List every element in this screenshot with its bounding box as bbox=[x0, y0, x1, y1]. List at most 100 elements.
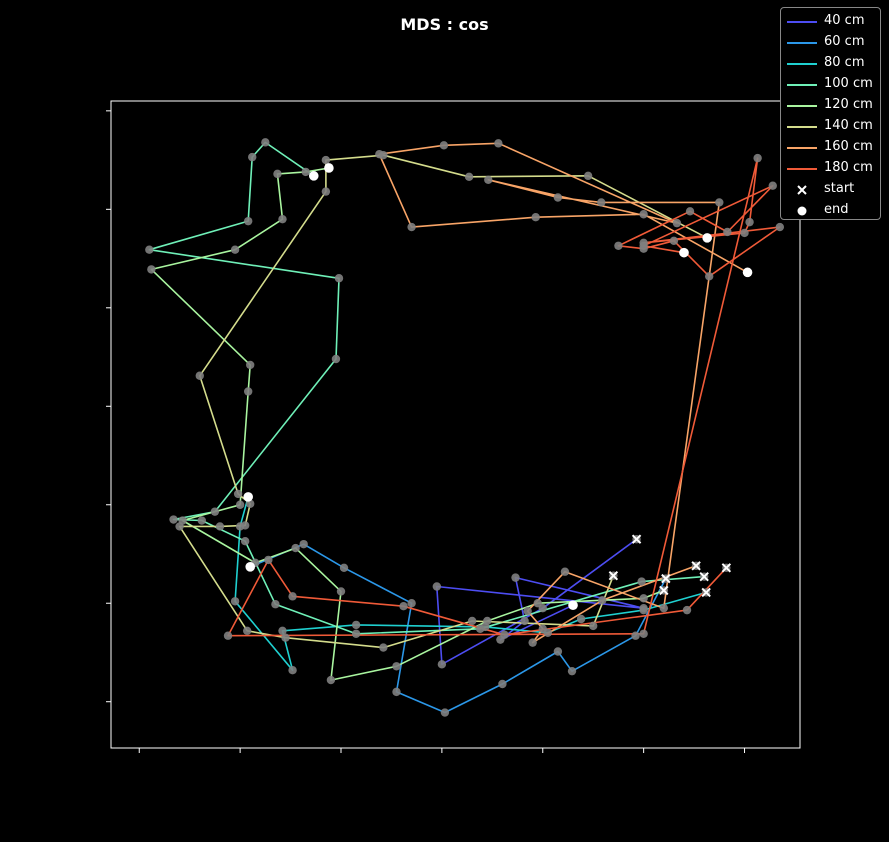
data-point bbox=[553, 647, 563, 656]
data-point bbox=[145, 245, 154, 254]
legend-item: 120 cm bbox=[781, 95, 880, 116]
data-point bbox=[723, 227, 732, 237]
data-point bbox=[467, 616, 477, 626]
data-point bbox=[437, 660, 447, 669]
data-point bbox=[248, 152, 257, 162]
legend-label: 180 cm bbox=[824, 160, 873, 175]
end-marker bbox=[324, 163, 334, 173]
data-point bbox=[669, 236, 679, 246]
data-point bbox=[334, 274, 344, 283]
data-point bbox=[407, 222, 416, 232]
data-point bbox=[500, 630, 509, 639]
data-point bbox=[147, 265, 156, 274]
legend-item: 40 cm bbox=[781, 11, 880, 32]
legend-symbol bbox=[787, 84, 817, 86]
data-point bbox=[753, 153, 762, 163]
data-point bbox=[375, 149, 384, 159]
data-point bbox=[379, 643, 388, 652]
data-point bbox=[631, 631, 640, 640]
data-point bbox=[351, 629, 361, 638]
start-marker bbox=[661, 573, 671, 584]
data-point bbox=[745, 217, 754, 227]
start-marker bbox=[691, 561, 701, 571]
series-line-5 bbox=[178, 154, 708, 649]
data-point bbox=[291, 543, 300, 553]
data-point bbox=[498, 679, 507, 689]
legend-symbol bbox=[787, 168, 817, 170]
data-point bbox=[588, 621, 598, 631]
data-point bbox=[705, 272, 714, 281]
start-end-markers bbox=[243, 163, 753, 611]
legend-symbol bbox=[787, 105, 817, 107]
data-point bbox=[278, 626, 287, 636]
data-point bbox=[392, 662, 401, 671]
data-point bbox=[639, 210, 648, 219]
data-point bbox=[639, 241, 648, 250]
data-point bbox=[538, 624, 547, 634]
data-point bbox=[264, 555, 273, 565]
start-marker bbox=[659, 585, 669, 596]
legend-label: end bbox=[824, 202, 849, 217]
data-point bbox=[288, 592, 297, 601]
data-point bbox=[523, 606, 532, 616]
data-point bbox=[715, 198, 724, 207]
data-point bbox=[261, 138, 270, 147]
data-point bbox=[484, 175, 493, 184]
data-point bbox=[682, 605, 692, 615]
end-marker bbox=[679, 247, 689, 258]
data-point bbox=[273, 169, 282, 179]
data-point bbox=[576, 614, 586, 624]
data-point bbox=[240, 521, 250, 530]
data-point bbox=[246, 360, 255, 370]
data-point bbox=[321, 187, 331, 196]
data-point bbox=[597, 198, 606, 207]
data-point bbox=[175, 522, 184, 531]
chart-title: MDS : cos bbox=[400, 15, 489, 34]
data-point bbox=[439, 141, 449, 150]
legend-symbol bbox=[787, 63, 817, 65]
data-point bbox=[407, 599, 416, 608]
data-point bbox=[511, 573, 520, 582]
data-point bbox=[685, 207, 695, 216]
legend-label: 160 cm bbox=[824, 139, 873, 154]
data-point bbox=[326, 675, 336, 685]
data-point bbox=[560, 567, 570, 576]
data-point bbox=[351, 620, 361, 630]
data-point bbox=[531, 213, 540, 222]
data-point bbox=[233, 489, 243, 499]
data-point bbox=[768, 181, 777, 190]
legend-label: 100 cm bbox=[824, 76, 873, 91]
data-point bbox=[197, 516, 206, 525]
start-marker bbox=[721, 563, 732, 573]
data-point bbox=[243, 387, 253, 396]
data-point bbox=[528, 638, 537, 647]
data-point bbox=[494, 139, 503, 148]
end-marker bbox=[742, 267, 753, 278]
data-point bbox=[399, 601, 408, 611]
data-point bbox=[230, 597, 240, 606]
data-point bbox=[271, 600, 280, 609]
legend-label: 40 cm bbox=[824, 13, 865, 28]
data-point bbox=[440, 708, 450, 717]
data-point bbox=[235, 500, 245, 509]
series-line-3 bbox=[148, 141, 705, 635]
legend-symbol bbox=[797, 206, 807, 216]
data-point bbox=[639, 605, 648, 615]
data-point bbox=[299, 539, 308, 549]
end-marker bbox=[243, 492, 253, 502]
legend-label: 120 cm bbox=[824, 97, 873, 112]
data-point bbox=[281, 633, 290, 642]
data-point bbox=[639, 629, 648, 638]
legend-symbol bbox=[787, 147, 817, 149]
data-point bbox=[483, 616, 492, 626]
series-line-7 bbox=[227, 157, 781, 637]
data-point bbox=[775, 222, 785, 232]
legend-label: 60 cm bbox=[824, 34, 865, 49]
data-point bbox=[223, 631, 233, 640]
legend-label: 80 cm bbox=[824, 55, 865, 70]
legend-label: start bbox=[824, 181, 855, 196]
plot-area bbox=[110, 100, 801, 749]
data-point bbox=[583, 171, 593, 181]
data-point bbox=[567, 666, 577, 676]
